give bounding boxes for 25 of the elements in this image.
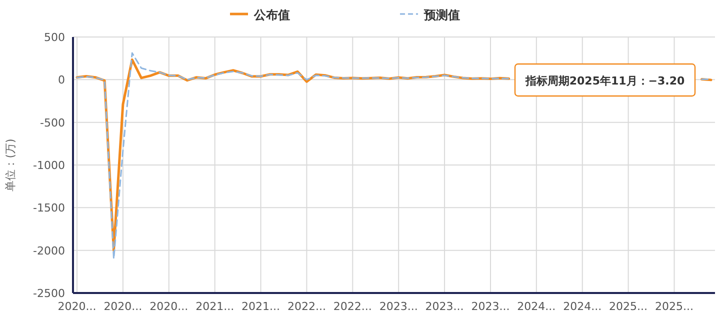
y-tick-label: -1000 xyxy=(33,159,65,172)
x-tick-label: 2022... xyxy=(333,300,372,313)
y-tick-label: 500 xyxy=(44,31,65,44)
y-axis-title: 单位：(万) xyxy=(4,138,17,192)
x-tick-label: 2024... xyxy=(563,300,602,313)
x-tick-label: 2023... xyxy=(471,300,510,313)
legend-label: 预测值 xyxy=(423,8,460,22)
annotation: 指标周期2025年11月：−3.20 xyxy=(524,74,685,88)
x-tick-label: 2023... xyxy=(425,300,464,313)
x-tick-label: 2020... xyxy=(150,300,188,313)
x-tick-label: 2020... xyxy=(104,300,142,313)
y-tick-label: -2000 xyxy=(33,244,65,258)
x-tick-label: 2025... xyxy=(609,300,648,313)
x-tick-label: 2020... xyxy=(58,300,96,313)
x-tick-label: 2022... xyxy=(287,300,326,313)
x-tick-label: 2024... xyxy=(517,300,556,313)
y-tick-label: -1500 xyxy=(33,202,65,215)
y-tick-label: 0 xyxy=(58,74,65,87)
x-tick-label: 2023... xyxy=(379,300,418,313)
x-tick-label: 2021... xyxy=(242,300,280,313)
legend-label: 公布值 xyxy=(253,8,290,22)
y-tick-label: -500 xyxy=(40,116,65,130)
x-tick-label: 2025... xyxy=(655,300,694,313)
y-tick-label: -2500 xyxy=(33,287,65,300)
x-tick-label: 2021... xyxy=(196,300,234,313)
